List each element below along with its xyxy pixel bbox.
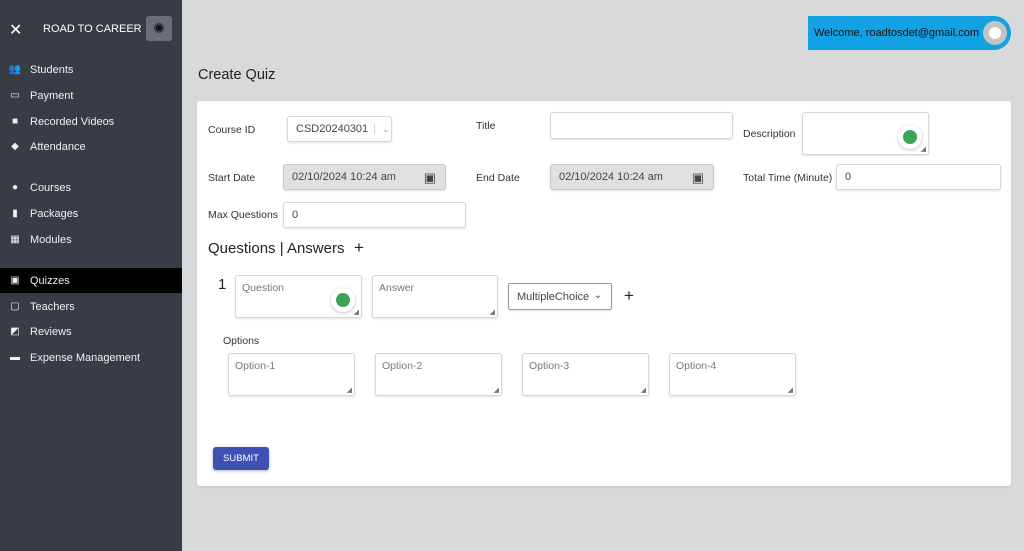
sidebar-item-packages[interactable]: ▮ Packages bbox=[0, 201, 182, 226]
video-camera-icon: ■ bbox=[11, 116, 19, 127]
option-placeholder: Option-1 bbox=[235, 360, 276, 372]
course-id-value: CSD20240301 bbox=[296, 123, 369, 135]
end-date-label: End Date bbox=[476, 172, 520, 184]
start-date-input[interactable]: 02/10/2024 10:24 am ▣ bbox=[283, 164, 446, 190]
sidebar-item-label: Payment bbox=[30, 89, 74, 102]
option-textarea[interactable]: Option-2 ◢ bbox=[375, 353, 502, 396]
ai-bot-icon[interactable] bbox=[898, 125, 922, 149]
quiz-icon: ▣ bbox=[10, 275, 20, 286]
welcome-text: Welcome, roadtosdet@gmail.com bbox=[814, 27, 980, 39]
sidebar-item-quizzes[interactable]: ▣ Quizzes bbox=[0, 268, 182, 293]
start-date-value: 02/10/2024 10:24 am bbox=[292, 171, 396, 183]
sidebar-item-label: Modules bbox=[30, 233, 72, 246]
user-icon bbox=[989, 27, 1001, 39]
grid-icon: ▦ bbox=[10, 234, 20, 245]
teacher-icon: ▢ bbox=[10, 301, 20, 312]
money-icon: ▬ bbox=[10, 352, 20, 363]
sidebar-item-label: Reviews bbox=[30, 325, 72, 338]
ai-bot-icon[interactable] bbox=[331, 288, 355, 312]
answer-placeholder: Answer bbox=[379, 282, 415, 294]
description-label: Description bbox=[743, 128, 796, 140]
question-number: 1 bbox=[218, 276, 227, 293]
sidebar-item-label: Courses bbox=[30, 181, 71, 194]
sidebar-item-label: Recorded Videos bbox=[30, 115, 115, 128]
option-textarea[interactable]: Option-3 ◢ bbox=[522, 353, 649, 396]
end-date-input[interactable]: 02/10/2024 10:24 am ▣ bbox=[550, 164, 714, 190]
description-textarea[interactable]: ◢ bbox=[802, 112, 929, 155]
sidebar-item-courses[interactable]: ● Courses bbox=[0, 175, 182, 200]
calendar-icon[interactable]: ▣ bbox=[691, 170, 704, 185]
sun-icon: ✺ bbox=[153, 20, 165, 36]
qa-heading: Questions | Answers bbox=[208, 240, 345, 257]
calendar-icon[interactable]: ▣ bbox=[423, 170, 436, 185]
answer-textarea[interactable]: Answer ◢ bbox=[372, 275, 498, 318]
sidebar: ✕ ROAD TO CAREER ✺ 👥 Students ▭ Payment ■ Rec… bbox=[0, 0, 182, 551]
sidebar-item-teachers[interactable]: ▢ Teachers bbox=[0, 294, 182, 319]
shopping-bag-icon: ▮ bbox=[12, 208, 18, 219]
avatar[interactable] bbox=[983, 21, 1007, 45]
page-title: Create Quiz bbox=[198, 67, 276, 83]
option-textarea[interactable]: Option-1 ◢ bbox=[228, 353, 355, 396]
course-id-select[interactable]: CSD20240301 | ⌄ bbox=[287, 116, 392, 142]
sidebar-item-reviews[interactable]: ◩ Reviews bbox=[0, 319, 182, 344]
option-placeholder: Option-4 bbox=[676, 360, 717, 372]
close-icon[interactable]: ✕ bbox=[9, 22, 23, 39]
resize-handle-icon[interactable]: ◢ bbox=[920, 146, 926, 153]
sidebar-item-modules[interactable]: ▦ Modules bbox=[0, 227, 182, 252]
question-textarea[interactable]: Question ◢ bbox=[235, 275, 362, 318]
question-placeholder: Question bbox=[242, 282, 285, 294]
sidebar-item-attendance[interactable]: ◆ Attendance bbox=[0, 134, 182, 159]
title-input[interactable] bbox=[550, 112, 733, 139]
option-textarea[interactable]: Option-4 ◢ bbox=[669, 353, 796, 396]
total-time-input[interactable] bbox=[836, 164, 1001, 190]
submit-button[interactable]: SUBMIT bbox=[213, 447, 269, 470]
question-type-select[interactable]: MultipleChoice ⌄ bbox=[508, 283, 612, 310]
graduation-cap-icon: ◆ bbox=[11, 141, 19, 152]
sidebar-item-payment[interactable]: ▭ Payment bbox=[0, 83, 182, 108]
app-title: ROAD TO CAREER bbox=[43, 23, 142, 35]
end-date-value: 02/10/2024 10:24 am bbox=[559, 171, 663, 183]
add-option-button[interactable]: + bbox=[624, 286, 634, 305]
total-time-label: Total Time (Minute) bbox=[743, 172, 833, 184]
course-id-label: Course ID bbox=[208, 124, 256, 136]
people-icon: 👥 bbox=[8, 64, 22, 75]
chevron-down-icon: ⌄ bbox=[593, 290, 602, 301]
options-label: Options bbox=[223, 335, 260, 347]
sidebar-item-label: Attendance bbox=[30, 140, 86, 153]
welcome-badge[interactable]: Welcome, roadtosdet@gmail.com bbox=[808, 16, 1011, 50]
sidebar-item-recorded-videos[interactable]: ■ Recorded Videos bbox=[0, 109, 182, 134]
option-placeholder: Option-2 bbox=[382, 360, 423, 372]
sidebar-item-label: Students bbox=[30, 63, 74, 76]
sidebar-item-expense-management[interactable]: ▬ Expense Management bbox=[0, 345, 182, 370]
credit-card-icon: ▭ bbox=[10, 90, 20, 101]
title-label: Title bbox=[476, 120, 496, 132]
courses-icon: ● bbox=[11, 182, 19, 193]
max-questions-input[interactable] bbox=[283, 202, 466, 228]
option-placeholder: Option-3 bbox=[529, 360, 570, 372]
sidebar-item-label: Expense Management bbox=[30, 351, 141, 364]
theme-toggle-button[interactable]: ✺ bbox=[146, 16, 172, 41]
sidebar-item-label: Packages bbox=[30, 207, 79, 220]
max-questions-label: Max Questions bbox=[208, 209, 279, 221]
sidebar-item-students[interactable]: 👥 Students bbox=[0, 57, 182, 82]
sidebar-item-label: Teachers bbox=[30, 300, 75, 313]
chevron-down-icon: ⌄ bbox=[382, 123, 390, 134]
review-icon: ◩ bbox=[10, 326, 20, 337]
start-date-label: Start Date bbox=[208, 172, 256, 184]
sidebar-item-label: Quizzes bbox=[30, 274, 70, 287]
add-question-button[interactable]: + bbox=[354, 238, 364, 257]
question-type-value: MultipleChoice bbox=[517, 290, 590, 303]
